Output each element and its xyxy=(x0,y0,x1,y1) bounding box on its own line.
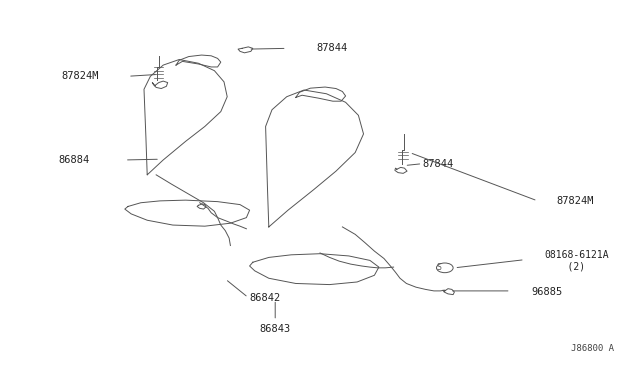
Text: 87844: 87844 xyxy=(422,159,454,169)
Text: 86842: 86842 xyxy=(250,293,281,302)
Text: 96885: 96885 xyxy=(531,287,563,297)
Text: 87844: 87844 xyxy=(317,44,348,53)
Text: 87824M: 87824M xyxy=(557,196,595,206)
Text: 87824M: 87824M xyxy=(61,71,99,81)
Text: 86843: 86843 xyxy=(260,324,291,334)
Text: S: S xyxy=(436,263,442,272)
Text: J86800 A: J86800 A xyxy=(572,344,614,353)
Text: 08168-6121A
    (2): 08168-6121A (2) xyxy=(544,250,609,271)
Text: 86884: 86884 xyxy=(58,155,90,165)
